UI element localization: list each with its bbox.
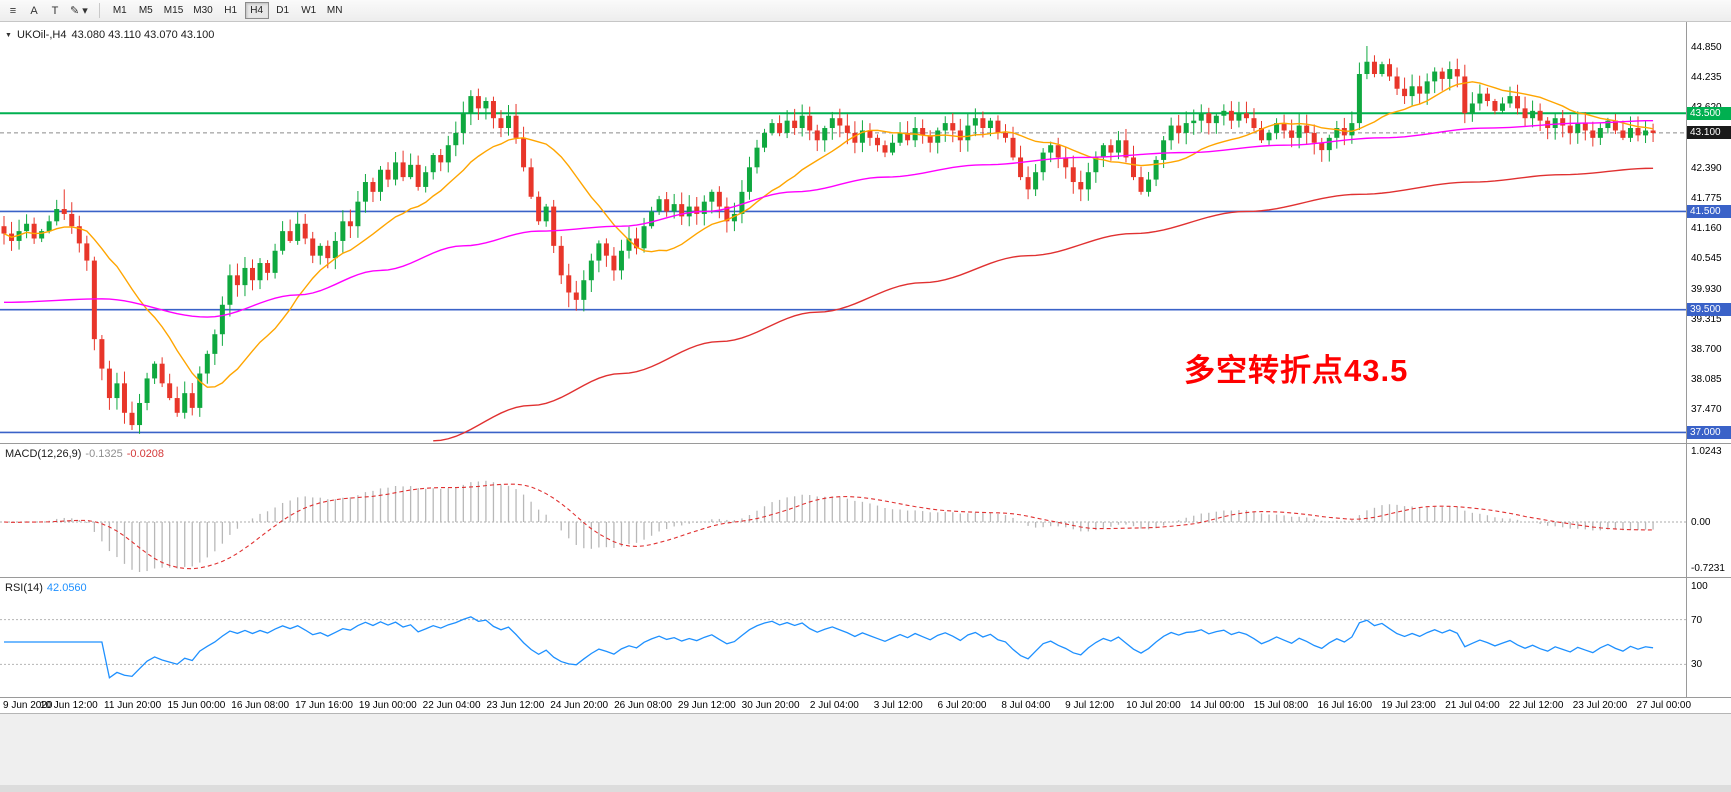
macd-axis: 1.0243 0.00 -0.7231: [1686, 444, 1731, 577]
macd-axis-label: 1.0243: [1691, 446, 1722, 457]
horizontal-lines: [0, 112, 1686, 434]
price-badge-39.500: 39.500: [1687, 303, 1731, 317]
time-axis-label: 15 Jun 00:00: [167, 700, 226, 711]
window-bottom-area: [0, 713, 1731, 792]
time-axis-label: 16 Jun 08:00: [231, 700, 290, 711]
time-axis[interactable]: 9 Jun 2020 10 Jun 12:00 11 Jun 20:00 15 Jun…: [0, 697, 1731, 713]
collapse-triangle-icon[interactable]: ▼: [5, 31, 12, 39]
price-axis-label: 37.470: [1691, 404, 1722, 416]
time-axis-label: 17 Jun 16:00: [295, 700, 353, 711]
price-axis-label: 39.930: [1691, 283, 1722, 295]
time-axis-label: 19 Jun 00:00: [358, 700, 417, 711]
macd-chart: [0, 480, 1686, 572]
time-axis-label: 22 Jul 12:00: [1508, 700, 1564, 711]
time-axis-label: 15 Jul 08:00: [1253, 700, 1309, 711]
time-axis-label: 10 Jun 12:00: [39, 700, 98, 711]
text-tool-icon[interactable]: T: [45, 2, 65, 20]
rsi-line: [4, 616, 1654, 679]
chart-annotation-text[interactable]: 多空转折点43.5: [1184, 353, 1409, 388]
ma-slow-line: [433, 167, 1654, 442]
time-axis-label: 24 Jun 20:00: [550, 700, 609, 711]
time-axis-label: 2 Jul 04:00: [809, 700, 859, 711]
price-axis-label: 40.545: [1691, 253, 1722, 265]
time-axis-label: 26 Jun 08:00: [614, 700, 672, 711]
rsi-value: 42.0560: [46, 582, 87, 594]
price-chart-panel[interactable]: ▼ UKOil-,H4 43.080 43.110 43.070 43.100 …: [0, 22, 1731, 443]
window-bottom-edge: [0, 785, 1731, 792]
time-axis-label: 10 Jul 20:00: [1126, 700, 1181, 711]
macd-axis-label: 0.00: [1691, 517, 1711, 528]
rsi-label: RSI(14) 42.0560: [5, 582, 87, 594]
rsi-chart: [0, 616, 1686, 679]
price-badge-43.100: 43.100: [1687, 126, 1731, 140]
timeframe-button-w1[interactable]: W1: [297, 2, 321, 19]
timeframe-button-h1[interactable]: H1: [219, 2, 243, 19]
price-badge-37.000: 37.000: [1687, 425, 1731, 439]
time-axis-label: 23 Jun 12:00: [486, 700, 545, 711]
toolbar-icon-group: ≡ A T ✎ ▾: [3, 2, 92, 20]
symbol-ohlc: 43.080 43.110 43.070 43.100: [71, 29, 215, 41]
time-axis-label: 22 Jun 04:00: [422, 700, 481, 711]
timeframe-button-group: M1 M5 M15 M30 H1 H4 D1 W1 MN: [107, 2, 348, 19]
macd-signal-line: [3, 483, 1654, 570]
rsi-axis-label: 100: [1691, 581, 1708, 592]
price-axis-label: 38.085: [1691, 374, 1722, 386]
price-axis-label: 42.390: [1691, 162, 1722, 174]
timeframe-button-m1[interactable]: M1: [108, 2, 132, 19]
macd-signal-value: -0.0208: [126, 448, 165, 460]
time-axis-label: 6 Jul 20:00: [937, 700, 987, 711]
candlestick-chart: [0, 46, 1686, 442]
time-axis-label: 19 Jul 23:00: [1381, 700, 1436, 711]
time-axis-label: 23 Jul 20:00: [1572, 700, 1628, 711]
price-axis-label: 41.160: [1691, 223, 1722, 235]
macd-label: MACD(12,26,9) -0.1325 -0.0208: [5, 448, 164, 460]
price-axis-label: 38.700: [1691, 343, 1722, 355]
macd-panel[interactable]: MACD(12,26,9) -0.1325 -0.0208 1.0243 0.00 -0…: [0, 443, 1731, 577]
time-axis-label: 16 Jul 16:00: [1317, 700, 1373, 711]
timeframe-button-mn[interactable]: MN: [323, 2, 347, 19]
macd-main-value: -0.1325: [85, 448, 123, 460]
ma-fast-line: [3, 81, 1654, 388]
time-axis-label: 29 Jun 12:00: [677, 700, 736, 711]
price-axis-label: 44.235: [1691, 72, 1722, 84]
rsi-panel[interactable]: RSI(14) 42.0560 100 70 30: [0, 577, 1731, 697]
time-axis-label: 21 Jul 04:00: [1445, 700, 1500, 711]
time-axis-label: 8 Jul 04:00: [1001, 700, 1051, 711]
price-badge-43.500: 43.500: [1687, 106, 1731, 120]
macd-histogram: [10, 480, 1654, 572]
toolbar-separator: [98, 3, 100, 18]
symbol-name: UKOil-,H4: [16, 29, 67, 41]
time-axis-label: 9 Jun 2020: [3, 700, 53, 711]
price-badge-41.500: 41.500: [1687, 204, 1731, 218]
timeframe-button-m15[interactable]: M15: [160, 2, 187, 19]
rsi-axis-label: 30: [1691, 659, 1703, 671]
toolbar: ≡ A T ✎ ▾ M1 M5 M15 M30 H1 H4 D1 W1 MN: [0, 0, 1731, 22]
rsi-axis: 100 70 30: [1686, 578, 1731, 697]
timeframe-button-h4[interactable]: H4: [244, 2, 269, 19]
time-axis-label: 3 Jul 12:00: [873, 700, 923, 711]
timeframe-button-m30[interactable]: M30: [189, 2, 216, 19]
time-axis-label: 9 Jul 12:00: [1065, 700, 1115, 711]
ma-mid-line: [3, 119, 1654, 318]
timeframe-button-m5[interactable]: M5: [134, 2, 158, 19]
cursor-tool-icon[interactable]: A: [24, 2, 44, 20]
timeframe-button-d1[interactable]: D1: [271, 2, 295, 19]
price-axis[interactable]: 44.85044.23543.62042.39041.77541.16040.5…: [1686, 22, 1731, 443]
chart-list-icon[interactable]: ≡: [3, 2, 23, 20]
rsi-name: RSI(14): [5, 582, 43, 594]
price-axis-label: 41.775: [1691, 192, 1722, 204]
symbol-label: ▼ UKOil-,H4 43.080 43.110 43.070 43.100: [5, 29, 214, 41]
draw-tool-icon[interactable]: ✎ ▾: [66, 2, 92, 20]
macd-axis-label: -0.7231: [1691, 563, 1725, 574]
macd-name: MACD(12,26,9): [5, 448, 82, 460]
price-axis-label: 39.315: [1691, 313, 1722, 325]
price-axis-label: 44.850: [1691, 42, 1722, 53]
time-axis-label: 27 Jul 00:00: [1636, 700, 1692, 711]
rsi-axis-label: 70: [1691, 614, 1703, 626]
time-axis-label: 30 Jun 20:00: [741, 700, 800, 711]
time-axis-label: 14 Jul 00:00: [1189, 700, 1245, 711]
time-axis-label: 11 Jun 20:00: [104, 700, 162, 711]
candles: [1, 46, 1656, 434]
